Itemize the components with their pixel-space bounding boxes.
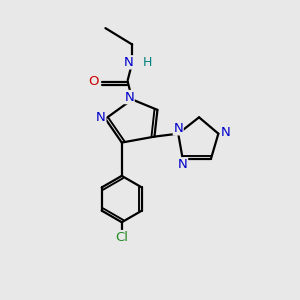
Text: N: N <box>221 126 231 139</box>
Text: H: H <box>143 56 152 69</box>
Text: N: N <box>124 56 134 69</box>
Text: N: N <box>178 158 188 171</box>
Text: N: N <box>96 111 106 124</box>
Text: N: N <box>124 91 134 103</box>
Text: Cl: Cl <box>115 231 128 244</box>
Text: O: O <box>88 75 99 88</box>
Text: N: N <box>173 122 183 135</box>
